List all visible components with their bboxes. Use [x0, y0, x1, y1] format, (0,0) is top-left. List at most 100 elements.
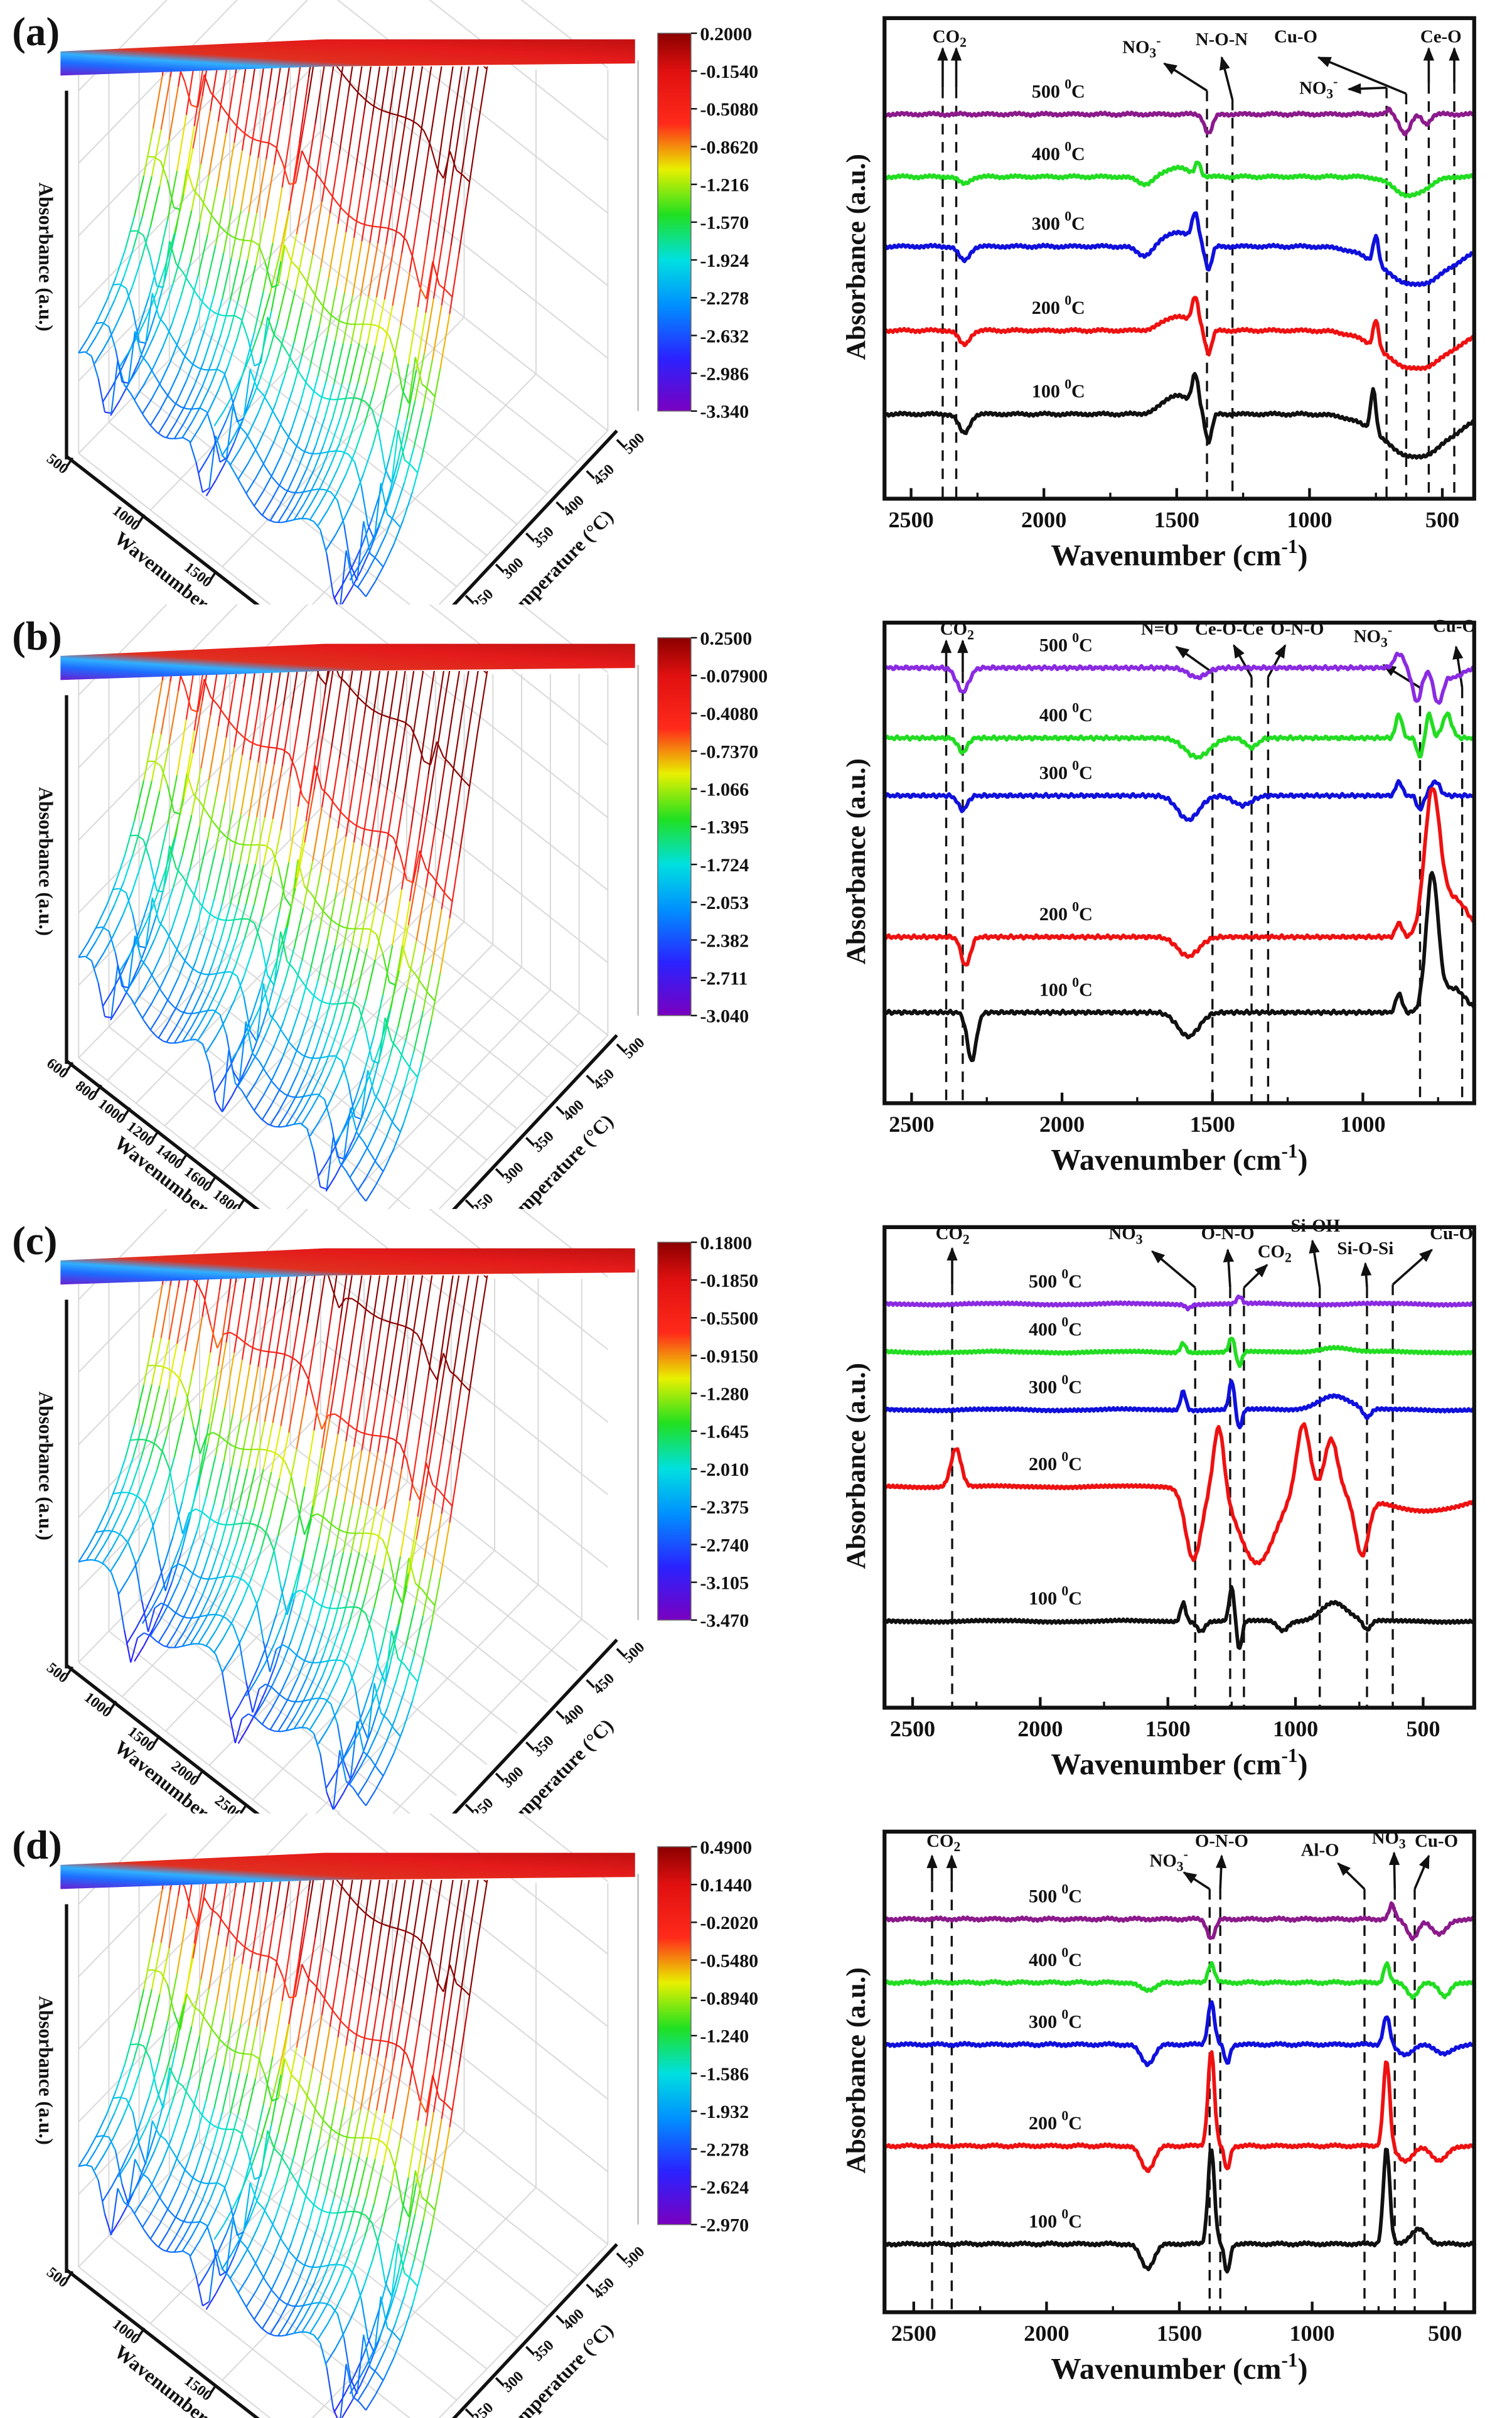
surface-mesh-segment	[401, 1410, 412, 1470]
surface-mesh-segment	[357, 1175, 368, 1191]
surface-mesh-segment	[192, 386, 203, 407]
surface-mesh-segment	[262, 983, 271, 1016]
surface-mesh-segment	[360, 1722, 369, 1739]
surface-mesh-segment	[123, 853, 134, 882]
surface-mesh-segment	[416, 741, 425, 761]
surface-mesh-segment	[354, 1641, 365, 1670]
surface-mesh-segment	[330, 1318, 341, 1385]
surface-mesh-segment	[397, 1585, 408, 1626]
temperature-tick	[464, 594, 475, 604]
surface-mesh-segment	[306, 66, 314, 104]
surface-mesh-segment	[215, 435, 223, 456]
temperature-tick	[586, 1074, 596, 1084]
surface-mesh-segment	[258, 456, 267, 468]
surface-mesh-segment	[253, 1209, 262, 1230]
surface-mesh-segment	[156, 1036, 164, 1042]
surface-mesh-segment	[397, 1048, 405, 1060]
surface-mesh-segment	[273, 1310, 284, 1369]
surface-mesh-segment	[472, 0, 481, 3]
surface-mesh-segment	[243, 1579, 251, 1588]
surface-mesh-segment	[148, 1428, 159, 1462]
surface-mesh-segment	[309, 452, 316, 455]
annotation-label: NO3-	[1299, 74, 1338, 101]
surface-mesh-segment	[158, 1560, 166, 1591]
surface-mesh-segment	[354, 1685, 362, 1723]
surface-mesh-segment	[317, 1544, 328, 1586]
surface-mesh-segment	[287, 635, 293, 637]
surface-mesh-segment	[306, 1128, 314, 1153]
surface-mesh-segment	[94, 1545, 105, 1561]
surface-mesh-segment	[132, 309, 140, 342]
surface-mesh-segment	[418, 1375, 429, 1440]
surface-mesh-segment	[421, 1625, 432, 1667]
surface-mesh-segment	[354, 1428, 362, 1433]
surface-mesh-segment	[370, 723, 382, 787]
surface-mesh-segment	[298, 1700, 305, 1703]
surface-mesh-segment	[95, 321, 103, 325]
surface-mesh-segment	[302, 1054, 309, 1059]
surface-mesh-segment	[112, 1508, 124, 1529]
surface-mesh-segment	[257, 390, 269, 414]
surface-mesh-segment	[340, 670, 344, 687]
surface-mesh-segment	[211, 368, 218, 371]
surface-mesh-segment	[291, 492, 299, 494]
surface-mesh-segment	[414, 1557, 426, 1606]
surface-mesh-segment	[126, 288, 134, 310]
surface-mesh-segment	[305, 446, 316, 471]
surface-mesh-segment	[237, 864, 249, 905]
surface-mesh-segment	[387, 670, 398, 727]
surface-mesh-segment	[386, 124, 397, 185]
surface-mesh-segment	[200, 1352, 212, 1410]
surface-mesh-segment	[176, 115, 187, 171]
surface-mesh-segment	[340, 987, 351, 1022]
surface-mesh-segment	[412, 1061, 422, 1097]
surface-mesh-segment	[223, 205, 234, 254]
surface-mesh-segment	[422, 613, 428, 618]
surface-mesh-segment	[184, 1299, 195, 1351]
surface-mesh-segment	[397, 719, 405, 723]
series-temp: 100	[1039, 979, 1068, 1000]
surface-mesh-segment	[343, 1107, 351, 1159]
surface-mesh-segment	[160, 77, 171, 130]
surface-mesh-segment	[378, 712, 385, 717]
surface-mesh-segment	[213, 253, 225, 295]
surface-mesh-segment	[330, 416, 341, 445]
surface-mesh-segment	[281, 1729, 288, 1733]
surface-mesh-segment	[281, 1034, 292, 1059]
surface-mesh-segment	[404, 1325, 411, 1330]
surface-mesh-segment	[256, 1689, 267, 1711]
surface-mesh-segment	[346, 397, 353, 399]
surface-mesh-segment	[404, 1059, 412, 1070]
surface-mesh-segment	[329, 1048, 340, 1073]
colorbar-tick-label: -1.066	[700, 779, 749, 800]
surface-mesh-segment	[186, 320, 198, 350]
surface-mesh-segment	[208, 1592, 219, 1613]
surface-mesh-segment	[309, 1120, 320, 1137]
surface-mesh-segment	[280, 462, 291, 483]
annotation-arrow	[1452, 645, 1464, 688]
surface-mesh-segment	[395, 945, 404, 986]
surface-mesh-segment	[378, 1018, 386, 1064]
surface-mesh-segment	[250, 670, 256, 696]
surface-mesh-segment	[410, 1069, 419, 1078]
surface-mesh-segment	[463, 604, 473, 649]
peak-annotation: Cu-O	[1274, 26, 1408, 499]
surface-mesh-segment	[212, 903, 223, 938]
surface-mesh-segment	[281, 520, 288, 524]
surface-mesh-segment	[254, 490, 264, 507]
surface-mesh-segment	[134, 1645, 145, 1662]
spectrum-line-200	[883, 296, 1476, 372]
surface-mesh-segment	[132, 1493, 140, 1498]
surface-mesh-segment	[241, 694, 252, 755]
surface-mesh-segment	[349, 947, 360, 988]
surface-mesh-segment	[338, 1625, 350, 1653]
surface-mesh-segment	[198, 175, 210, 223]
surface-mesh-segment	[291, 859, 299, 908]
surface-mesh-segment	[313, 994, 321, 1001]
surface-mesh-segment	[249, 368, 258, 389]
surface-mesh-segment	[174, 1351, 186, 1398]
degree-unit: C	[1079, 979, 1093, 1000]
surface-mesh-segment	[385, 1114, 396, 1139]
surface-mesh-segment	[432, 1484, 440, 1491]
surface-mesh-segment	[413, 1011, 424, 1053]
